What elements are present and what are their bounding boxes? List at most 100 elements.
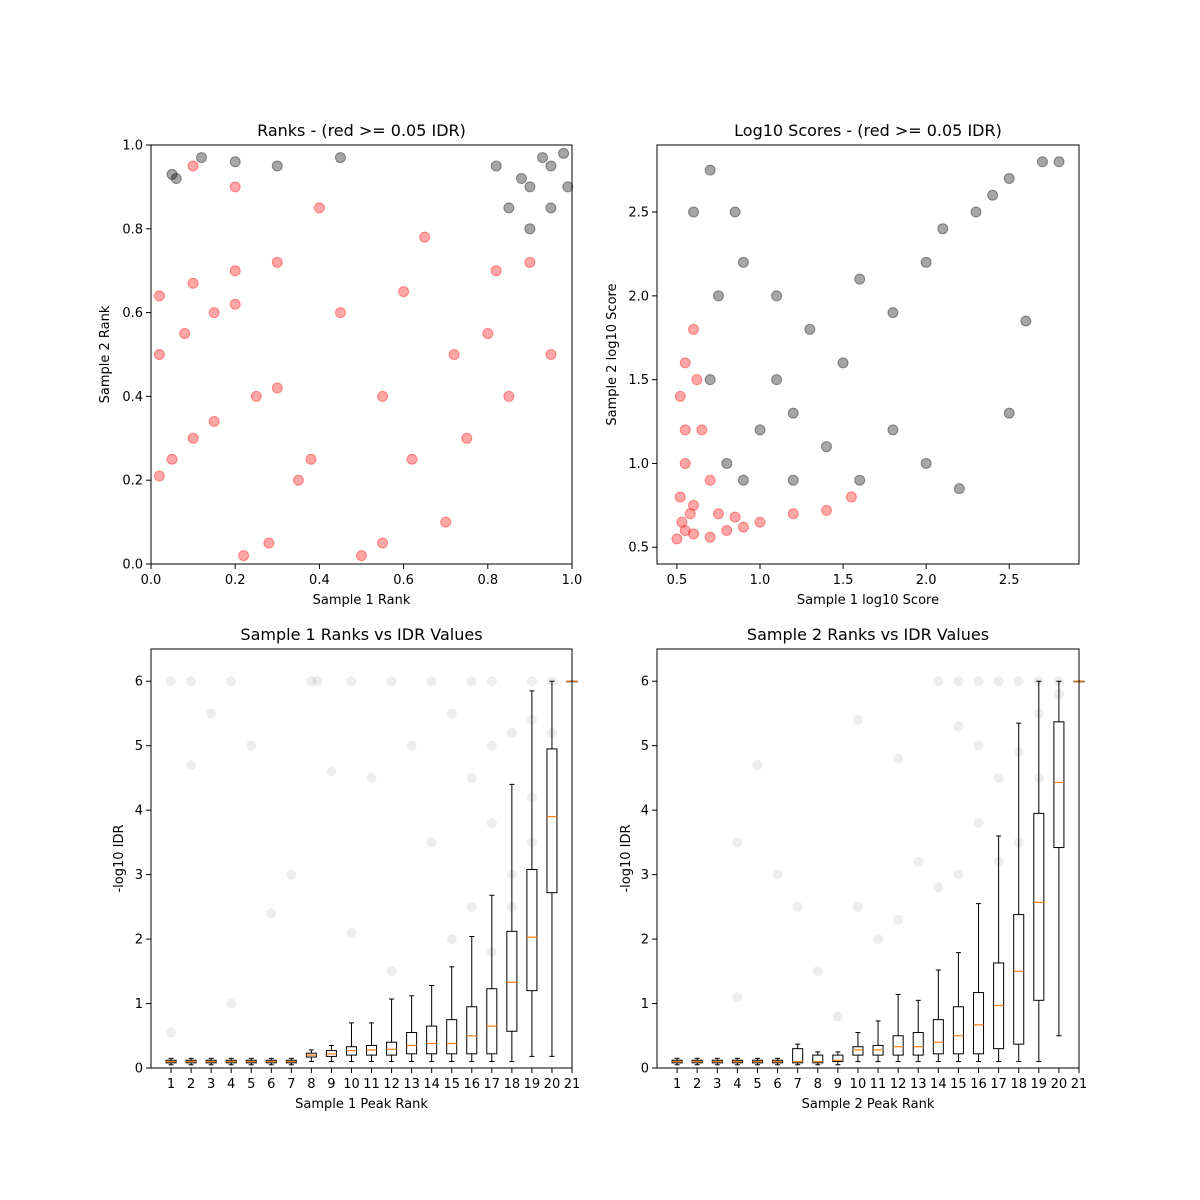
x-tick-label: 12 (383, 1077, 400, 1092)
data-point (166, 168, 178, 180)
data-point (679, 424, 691, 436)
y-tick-label: 0.2 (122, 474, 143, 489)
data-point (845, 491, 857, 503)
data-point (970, 206, 982, 218)
panel-4-plot-area (671, 676, 1085, 1066)
data-point (153, 470, 165, 482)
outlier-point (752, 760, 763, 771)
data-point (229, 181, 241, 193)
data-point (187, 432, 199, 444)
data-point (937, 223, 949, 235)
outlier-point (792, 901, 803, 912)
panel-4-y-ticks: 0 1 2 3 4 5 6 (641, 675, 657, 1077)
outlier-point (346, 676, 357, 687)
data-point (524, 181, 536, 193)
outlier-point (832, 1011, 843, 1022)
data-point (771, 290, 783, 302)
data-point (804, 323, 816, 335)
y-tick-label: 5 (641, 739, 649, 754)
outlier-point (226, 998, 237, 1009)
outlier-point (226, 676, 237, 687)
outlier-point (873, 934, 884, 945)
outlier-point (466, 901, 477, 912)
data-point (787, 474, 799, 486)
outlier-point (326, 766, 337, 777)
box-4 (731, 1057, 743, 1066)
data-point (704, 164, 716, 176)
panel-2-title: Log10 Scores - (red >= 0.05 IDR) (734, 121, 1002, 140)
y-tick-label: 6 (641, 675, 649, 690)
panel-2-ylabel: Sample 2 log10 Score (605, 283, 620, 425)
data-point (1003, 407, 1015, 419)
box-9 (325, 1044, 337, 1063)
data-point (854, 474, 866, 486)
box-body (1053, 721, 1065, 849)
data-point (729, 206, 741, 218)
outlier-point (732, 837, 743, 848)
data-point (704, 374, 716, 386)
x-tick-label: 21 (564, 1077, 581, 1092)
box-body (506, 930, 518, 1032)
x-tick-label: 11 (363, 1077, 380, 1092)
box-14 (426, 984, 438, 1063)
data-point (545, 349, 557, 360)
x-tick-label: 3 (207, 1077, 215, 1092)
box-body (812, 1054, 824, 1064)
data-point (515, 173, 527, 185)
x-tick-label: 8 (814, 1077, 822, 1092)
outlier-point (732, 992, 743, 1003)
y-tick-label: 0 (641, 1062, 649, 1077)
data-point (196, 152, 208, 164)
data-point (787, 508, 799, 520)
data-point (837, 357, 849, 369)
x-tick-label: 1.5 (833, 573, 854, 588)
data-point (313, 202, 325, 214)
x-tick-label: 9 (834, 1077, 842, 1092)
data-point (305, 453, 317, 465)
box-body (892, 1035, 904, 1056)
panel-3-xlabel: Sample 1 Peak Rank (295, 1097, 428, 1112)
x-tick-label: 21 (1071, 1077, 1088, 1092)
data-point (721, 457, 733, 469)
box-body (1013, 914, 1025, 1045)
box-9 (832, 1051, 844, 1066)
y-tick-label: 3 (641, 868, 649, 883)
data-point (679, 357, 691, 369)
y-tick-label: 5 (135, 739, 143, 754)
box-13 (912, 999, 924, 1063)
data-point (208, 416, 220, 428)
box-3 (711, 1057, 723, 1066)
x-tick-label: 2.0 (916, 573, 937, 588)
box-body (486, 988, 498, 1055)
box-8 (812, 1051, 824, 1066)
box-12 (386, 998, 398, 1063)
data-point (490, 160, 502, 172)
outlier-point (506, 727, 517, 738)
x-tick-label: 14 (423, 1077, 440, 1092)
data-point (820, 441, 832, 453)
x-tick-label: 4 (227, 1077, 235, 1092)
x-tick-label: 13 (910, 1077, 927, 1092)
x-tick-label: 15 (950, 1077, 967, 1092)
data-point (271, 160, 283, 172)
data-point (461, 432, 473, 444)
outlier-point (953, 676, 964, 687)
outlier-point (446, 934, 457, 945)
data-point (688, 206, 700, 218)
box-11 (872, 1020, 884, 1063)
data-point (920, 256, 932, 268)
outlier-point (466, 676, 477, 687)
data-point (679, 457, 691, 469)
data-point (674, 491, 686, 503)
box-5 (245, 1057, 257, 1066)
y-tick-label: 6 (135, 675, 143, 690)
outlier-point (306, 676, 317, 687)
x-tick-label: 7 (287, 1077, 295, 1092)
box-10 (852, 1032, 864, 1063)
data-point (771, 374, 783, 386)
data-point (250, 390, 262, 402)
outlier-point (246, 740, 257, 751)
box-19 (1033, 680, 1045, 1063)
data-point (398, 286, 410, 298)
panel-2-x-ticks: 0.5 1.0 1.5 2.0 2.5 (667, 564, 1020, 588)
